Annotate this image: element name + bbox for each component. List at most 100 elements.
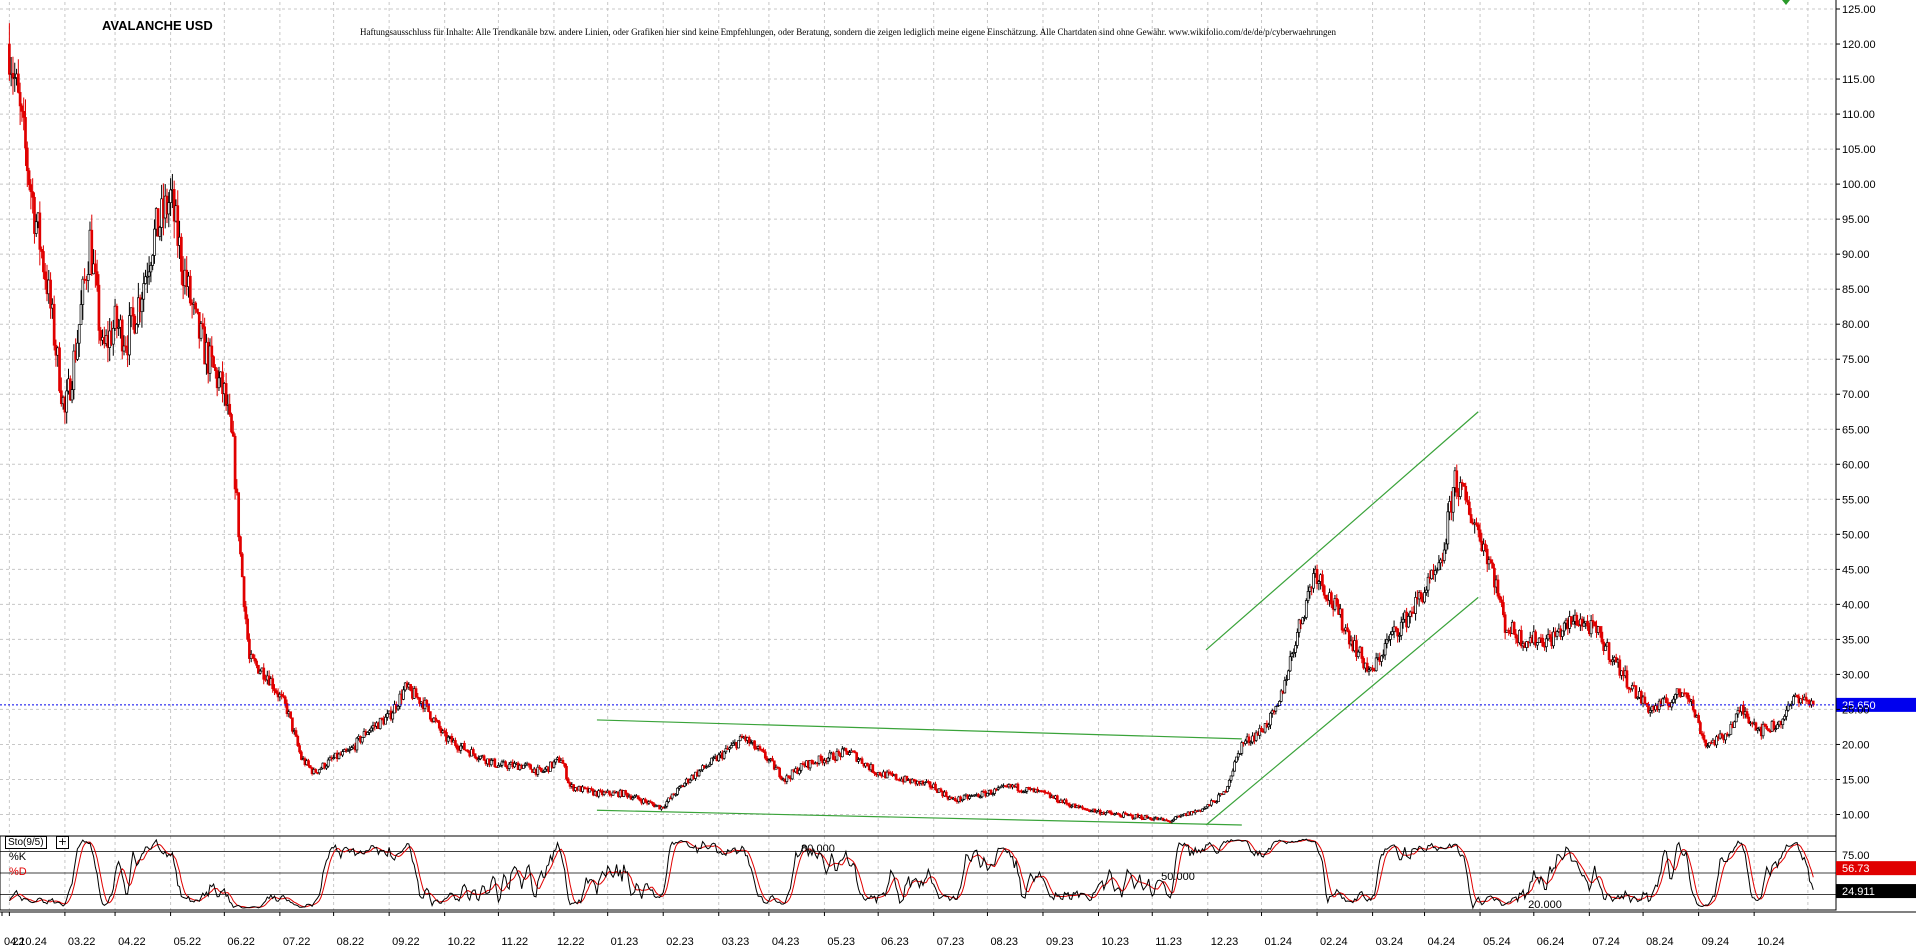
candle-body	[1720, 733, 1724, 736]
candle-body	[1380, 655, 1383, 662]
candle-body	[221, 371, 224, 395]
candle-body	[835, 751, 839, 761]
candle-body	[1519, 630, 1523, 647]
candle-body	[1149, 817, 1152, 820]
candle-body	[1774, 728, 1777, 730]
candle-body	[1036, 788, 1039, 792]
candle-body	[762, 749, 765, 753]
candle-body	[1811, 700, 1815, 706]
candle-body	[140, 298, 144, 313]
candle-body	[169, 189, 172, 203]
candle-body	[561, 760, 565, 764]
candle-body	[1742, 704, 1745, 715]
candle-body	[40, 249, 43, 252]
time-tick-label: 09.23	[1046, 936, 1074, 948]
candle-body	[866, 762, 869, 767]
time-tick-label: 06.23	[881, 936, 909, 948]
candle-body	[156, 208, 160, 237]
candle-body	[778, 767, 781, 778]
candle-body	[1799, 698, 1803, 704]
candle-body	[529, 764, 533, 770]
candle-body	[1064, 799, 1068, 804]
candle-body	[996, 787, 1000, 790]
candle-body	[1132, 817, 1136, 820]
candle-body	[94, 263, 97, 273]
candle-body	[111, 327, 115, 345]
candle-body	[18, 92, 22, 107]
candle-body	[289, 711, 292, 719]
candle-body	[1630, 685, 1634, 690]
candle-body	[1089, 810, 1093, 813]
candle-body	[1611, 659, 1614, 663]
candle-body	[1534, 631, 1537, 646]
candle-body	[283, 696, 287, 704]
price-tick-label: 25.00	[1842, 704, 1870, 716]
candle-body	[1306, 591, 1310, 601]
candle-body	[1537, 637, 1541, 643]
candle-body	[810, 759, 814, 764]
candle-body	[294, 730, 298, 737]
candle-body	[1297, 619, 1301, 633]
candle-body	[337, 753, 341, 760]
candle-body	[790, 769, 794, 780]
candle-body	[1401, 618, 1405, 623]
candle-body	[1231, 770, 1235, 777]
candle-body	[380, 717, 384, 720]
candle-body	[1244, 740, 1247, 744]
candle-body	[808, 759, 812, 769]
candle-body	[1312, 573, 1315, 589]
candle-body	[22, 110, 26, 118]
candle-body	[368, 730, 371, 733]
candle-body	[878, 772, 882, 776]
time-tick-label: 03.22	[68, 936, 96, 948]
candle-body	[1693, 709, 1697, 718]
candle-body	[1394, 626, 1398, 630]
candle-body	[1761, 724, 1765, 737]
candle-body	[1555, 631, 1559, 637]
candle-body	[785, 775, 789, 782]
candle-body	[527, 763, 531, 766]
candle-body	[1287, 670, 1290, 680]
time-tick-label: 04.22	[118, 936, 146, 948]
price-tick-label: 100.00	[1842, 179, 1876, 191]
stoch-d-value: 56.73	[1842, 863, 1870, 875]
candle-body	[665, 801, 669, 807]
candle-body	[1589, 620, 1593, 635]
candle-body	[172, 189, 176, 222]
candle-body	[1278, 701, 1281, 706]
candle-body	[643, 798, 647, 802]
candle-body	[1109, 811, 1113, 814]
candle-body	[928, 781, 932, 788]
candle-body	[1066, 803, 1070, 805]
candle-body	[826, 757, 830, 762]
time-tick-label: 06.22	[227, 936, 255, 948]
expand-plus-icon[interactable]: +	[56, 835, 69, 849]
candle-body	[1279, 690, 1283, 702]
candle-body	[128, 315, 131, 356]
candle-body	[1459, 482, 1462, 497]
candle-body	[1702, 735, 1706, 741]
indicator-name[interactable]: Sto(9/5)	[5, 836, 47, 849]
candle-body	[273, 688, 276, 692]
price-tick-label: 30.00	[1842, 669, 1870, 681]
candle-body	[998, 786, 1002, 789]
candle-body	[231, 431, 235, 437]
candle-body	[1734, 713, 1738, 723]
candle-body	[90, 229, 94, 275]
time-tick-label: 10.22	[448, 936, 476, 948]
candle-body	[1215, 801, 1219, 804]
candle-body	[1756, 728, 1760, 731]
candle-body	[70, 389, 74, 401]
candle-body	[991, 793, 995, 795]
candle-body	[1392, 626, 1396, 632]
candle-body	[638, 798, 642, 801]
candle-body	[1776, 724, 1779, 729]
candle-body	[31, 191, 35, 198]
candle-body	[1561, 630, 1564, 637]
candle-body	[1792, 696, 1795, 705]
time-tick-label: 04.10.24	[4, 936, 47, 948]
time-tick-label: 09.22	[392, 936, 420, 948]
candle-body	[1733, 721, 1736, 728]
candle-body	[81, 278, 85, 305]
time-tick-label: 08.22	[337, 936, 365, 948]
